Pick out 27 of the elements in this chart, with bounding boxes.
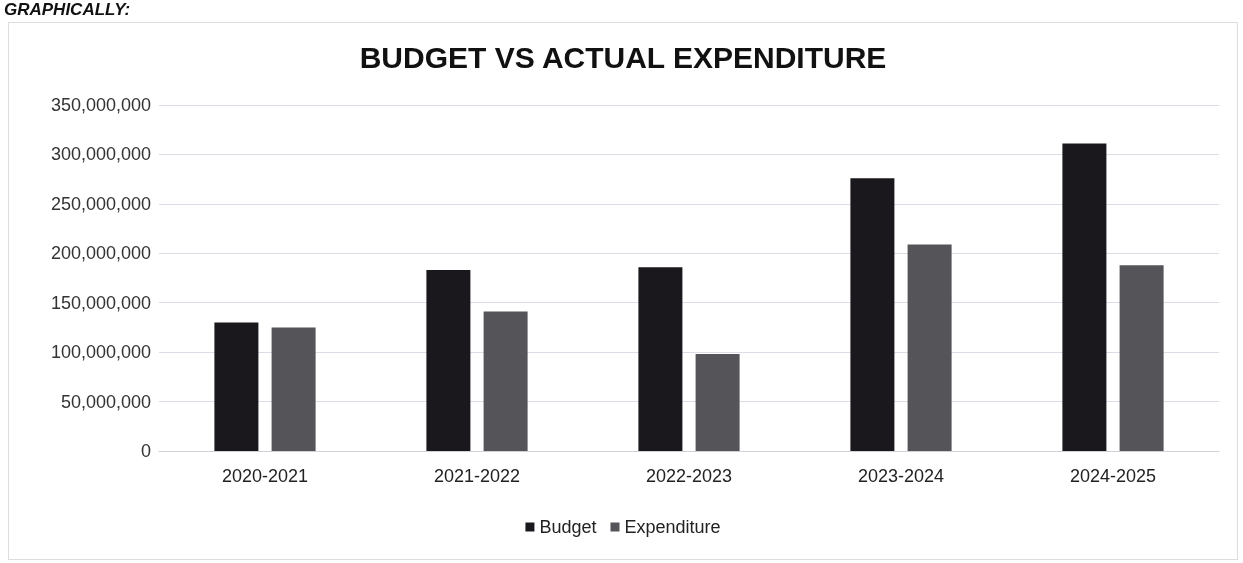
legend-label: Expenditure — [624, 517, 721, 537]
x-tick-label: 2024-2025 — [1069, 466, 1157, 486]
y-tick-label: 200,000,000 — [50, 243, 151, 264]
x-tick-label: 2023-2024 — [857, 466, 945, 486]
y-tick-label: 100,000,000 — [50, 342, 151, 363]
bar — [271, 327, 316, 451]
x-tick-label: 2021-2022 — [433, 466, 521, 486]
bar — [483, 311, 528, 451]
bar — [1119, 265, 1164, 451]
x-tick-label: 2022-2023 — [645, 466, 733, 486]
bar — [638, 267, 683, 451]
y-tick-label: 50,000,000 — [60, 391, 151, 412]
bar — [907, 244, 952, 451]
x-tick-label: 2020-2021 — [221, 466, 309, 486]
bar — [1062, 143, 1107, 451]
y-tick-label: 0 — [140, 441, 151, 461]
y-tick-label: 350,000,000 — [50, 95, 151, 115]
y-tick-label: 250,000,000 — [50, 193, 151, 214]
y-tick-label: 150,000,000 — [50, 292, 151, 313]
bar — [214, 322, 259, 451]
legend-label: Budget — [539, 517, 597, 537]
text: GRAPHICALLY: — [4, 0, 131, 20]
bar — [426, 270, 471, 451]
bar — [850, 178, 895, 451]
y-tick-label: 300,000,000 — [50, 144, 151, 165]
bar — [695, 354, 740, 451]
chart-title: BUDGET VS ACTUAL EXPENDITURE — [359, 40, 887, 74]
